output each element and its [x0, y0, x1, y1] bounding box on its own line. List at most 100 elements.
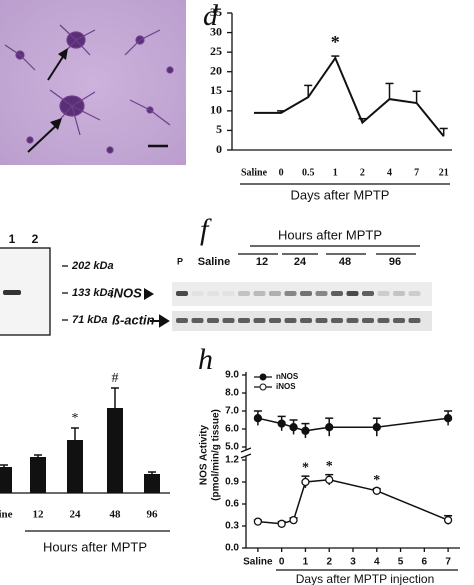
- band: [377, 291, 390, 296]
- x-tick-label: 4: [387, 167, 392, 178]
- marker: [289, 515, 298, 525]
- marker: [277, 419, 286, 428]
- band: [176, 291, 188, 296]
- band: [300, 291, 312, 296]
- marker: [325, 423, 334, 432]
- marker: [443, 515, 453, 525]
- micrograph: [0, 0, 186, 165]
- y-tick-label: 0.9: [225, 477, 239, 488]
- line: [254, 55, 445, 137]
- lane-label: 2: [32, 232, 39, 246]
- x-tick-label: Saline: [241, 167, 268, 178]
- y-tick-label: 10: [210, 103, 222, 117]
- bar: [30, 457, 46, 493]
- y-tick-label: 0.6: [225, 499, 239, 510]
- band: [377, 318, 390, 323]
- x-label: Days after MPTP injection: [296, 572, 435, 585]
- band: [408, 291, 421, 296]
- legend-marker: [259, 383, 267, 391]
- annotation: *: [302, 460, 309, 475]
- cells: [4, 24, 174, 154]
- band: [3, 290, 21, 295]
- marker: [301, 477, 310, 487]
- band: [315, 318, 328, 323]
- y-tick-label: 20: [210, 63, 222, 77]
- band: [362, 291, 374, 296]
- marker: [443, 414, 453, 423]
- annotation: *: [331, 32, 340, 52]
- y-tick-label: 0.0: [225, 543, 239, 554]
- band: [362, 318, 374, 323]
- panel-f: f Hours after MPTP iNOS ß-actin: [110, 213, 432, 331]
- x-tick-label: 12: [33, 509, 45, 521]
- x-label: Days after MPTP: [291, 187, 390, 202]
- band: [408, 318, 421, 323]
- y-tick-label: 6.0: [225, 424, 239, 435]
- x-tick-label: 24: [70, 509, 82, 521]
- panel-e: 1 2 202 kDa 133 kDa 71 kDa: [0, 232, 114, 336]
- band: [331, 318, 343, 323]
- x-label: Hours after MPTP: [43, 539, 147, 554]
- y-tick-label: 0: [216, 142, 222, 156]
- y-tick-label: 7.0: [225, 406, 239, 417]
- x-tick-label: 96: [147, 509, 159, 521]
- band: [269, 291, 281, 296]
- arrowhead: [144, 288, 154, 300]
- band: [393, 291, 405, 296]
- band: [346, 318, 359, 323]
- y-tick-label: 35: [210, 5, 222, 19]
- lane-label: Saline: [198, 256, 230, 268]
- annotation: #: [112, 371, 119, 386]
- lane-label: 24: [294, 256, 307, 268]
- band: [176, 318, 188, 323]
- marker: [253, 517, 263, 526]
- axis-break: [240, 447, 252, 459]
- marker: [372, 423, 381, 432]
- band: [300, 318, 312, 323]
- panel-label: h: [198, 343, 213, 376]
- x-tick-label: 1: [333, 167, 338, 178]
- x-tick-label: 0: [279, 557, 285, 568]
- marker: [253, 414, 263, 423]
- y-tick-label: 5: [216, 122, 222, 136]
- blot-title: Hours after MPTP: [278, 227, 382, 242]
- lane-label: P: [177, 256, 183, 266]
- x-tick-label: 4: [374, 557, 380, 568]
- band: [393, 318, 405, 323]
- annotation: *: [72, 411, 79, 426]
- marker-label: 71 kDa: [72, 314, 107, 326]
- band: [238, 318, 250, 323]
- band: [315, 291, 328, 296]
- axis: [231, 13, 452, 151]
- y-tick-label: 30: [210, 24, 222, 38]
- y-label: NOS Activity: [199, 424, 210, 485]
- annotation: *: [373, 473, 380, 488]
- bar: [144, 474, 160, 493]
- band: [346, 291, 359, 296]
- legend-marker: [259, 373, 267, 381]
- lane-label: 48: [339, 256, 351, 268]
- x-tick-label: 48: [110, 509, 122, 521]
- x-tick-label: 1: [303, 557, 309, 568]
- x-tick-label: line: [0, 509, 13, 521]
- row-label: ß-actin: [112, 312, 155, 327]
- band: [207, 318, 219, 323]
- x-tick-label: 5: [398, 557, 404, 568]
- panel-label: f: [200, 213, 212, 246]
- band: [222, 291, 235, 296]
- y-label: (pmol/min/g tissue): [211, 409, 222, 501]
- panel-label: d: [203, 0, 219, 32]
- x-tick-label: Saline: [243, 557, 273, 568]
- band: [191, 291, 204, 296]
- x-tick-label: 7: [445, 557, 451, 568]
- band: [222, 318, 235, 323]
- y-tick-label: 9.0: [225, 370, 239, 381]
- marker: [372, 486, 381, 495]
- line: [257, 417, 449, 432]
- annotation: *: [326, 459, 333, 474]
- marker: [289, 423, 298, 432]
- x-tick-label: 0: [279, 167, 284, 178]
- bar: [107, 408, 123, 493]
- band: [253, 291, 266, 296]
